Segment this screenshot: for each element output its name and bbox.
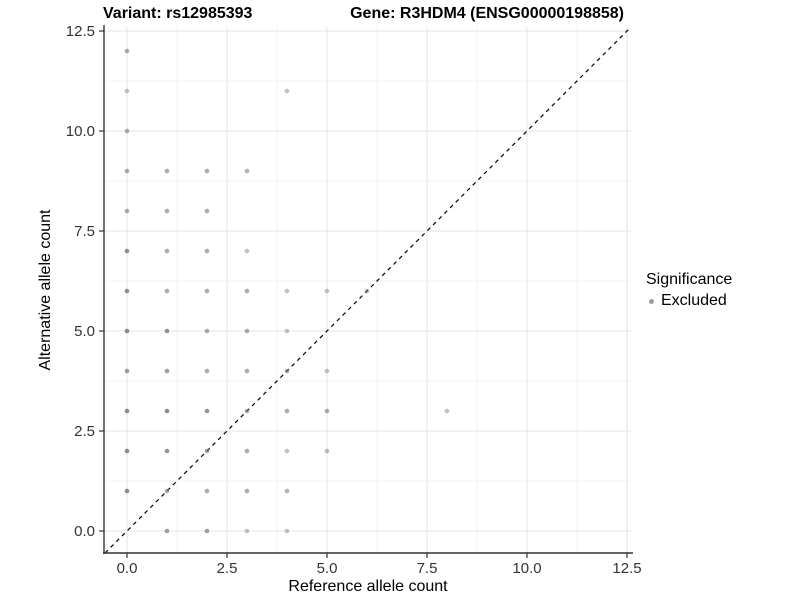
data-point [204, 328, 210, 334]
data-point [204, 208, 210, 214]
gene-title: Gene: R3HDM4 (ENSG00000198858) [350, 5, 624, 22]
data-point [244, 488, 250, 494]
data-point [164, 528, 170, 534]
data-point [244, 408, 250, 414]
data-point [124, 288, 130, 294]
data-point [164, 328, 170, 334]
data-point [164, 368, 170, 374]
y-tick-label: 0.0 [74, 523, 95, 540]
data-point [124, 328, 130, 334]
identity-dashed-line [104, 26, 632, 554]
data-point [204, 528, 210, 534]
data-point [284, 288, 290, 294]
legend-point-icon [649, 298, 654, 304]
data-point [204, 408, 210, 414]
data-point [204, 488, 210, 494]
data-point [164, 248, 170, 254]
data-point [244, 448, 250, 454]
data-point [284, 328, 290, 334]
legend: Significance Excluded [644, 271, 732, 310]
data-point [204, 368, 210, 374]
data-point [124, 248, 130, 254]
x-tick-label: 10.0 [512, 560, 541, 577]
data-point [284, 368, 290, 374]
data-point [244, 528, 250, 534]
data-point [364, 288, 370, 294]
y-axis-title: Alternative allele count [37, 209, 54, 371]
x-tick-label: 2.5 [217, 560, 238, 577]
data-point [164, 288, 170, 294]
data-point [164, 208, 170, 214]
y-tick-label: 2.5 [74, 423, 95, 440]
y-tick-label: 12.5 [66, 23, 95, 40]
data-point [124, 448, 130, 454]
y-tick-label: 7.5 [74, 223, 95, 240]
data-point [284, 88, 290, 94]
data-point [204, 248, 210, 254]
variant-title: Variant: rs12985393 [103, 5, 253, 22]
y-tick-label: 5.0 [74, 323, 95, 340]
data-point [124, 128, 130, 134]
data-point [164, 408, 170, 414]
legend-item-label: Excluded [661, 292, 727, 309]
data-point [284, 448, 290, 454]
data-point [164, 168, 170, 174]
data-point [124, 88, 130, 94]
x-tick-label: 7.5 [417, 560, 438, 577]
y-tick-label: 10.0 [66, 123, 95, 140]
data-point [124, 368, 130, 374]
data-point [164, 448, 170, 454]
data-point [324, 288, 330, 294]
data-point [324, 408, 330, 414]
legend-item-excluded: Excluded [644, 292, 732, 310]
data-point [164, 488, 170, 494]
data-point [124, 48, 130, 54]
data-point [124, 208, 130, 214]
legend-title: Significance [646, 271, 733, 288]
data-point [444, 408, 450, 414]
data-point [284, 488, 290, 494]
data-point [204, 288, 210, 294]
x-axis-title: Reference allele count [288, 578, 448, 595]
data-point [124, 408, 130, 414]
data-point [284, 408, 290, 414]
data-point [244, 288, 250, 294]
data-point [124, 168, 130, 174]
data-point [244, 368, 250, 374]
x-tick-label: 5.0 [317, 560, 338, 577]
x-tick-label: 0.0 [117, 560, 138, 577]
data-point [284, 528, 290, 534]
x-tick-label: 12.5 [612, 560, 641, 577]
data-point [124, 488, 130, 494]
data-point [324, 368, 330, 374]
data-point [324, 448, 330, 454]
data-point [204, 448, 210, 454]
data-point [204, 168, 210, 174]
data-point [244, 168, 250, 174]
data-point [244, 328, 250, 334]
data-point [244, 248, 250, 254]
